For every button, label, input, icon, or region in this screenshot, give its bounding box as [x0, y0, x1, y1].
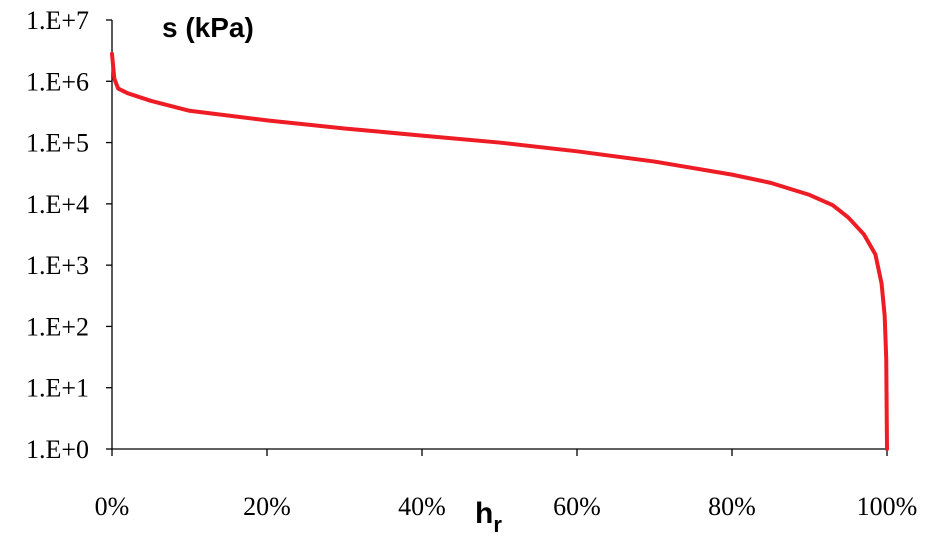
x-tick-label: 100% — [857, 492, 918, 521]
y-tick-label: 1.E+4 — [26, 190, 89, 219]
y-tick-label: 1.E+2 — [26, 312, 89, 341]
series-line — [110, 51, 889, 451]
y-tick-label: 1.E+1 — [26, 374, 89, 403]
x-axis-ticks: 0% 20% 40% 60% 80% 100% — [95, 449, 918, 521]
x-tick-label: 80% — [708, 492, 756, 521]
x-tick-label: 20% — [243, 492, 291, 521]
series-line-shadow — [111, 53, 888, 450]
x-axis-title-subscript: r — [493, 512, 502, 537]
y-tick-label: 1.E+0 — [26, 435, 89, 464]
x-tick-label: 40% — [398, 492, 446, 521]
y-tick-label: 1.E+7 — [26, 6, 89, 35]
y-axis-title: s (kPa) — [162, 12, 254, 43]
axes — [111, 20, 887, 450]
x-axis-title-main: h — [475, 497, 493, 530]
y-tick-label: 1.E+3 — [26, 251, 89, 280]
y-tick-label: 1.E+5 — [26, 129, 89, 158]
y-axis-ticks: 1.E+0 1.E+1 1.E+2 1.E+3 1.E+4 1.E+5 1.E+6 1.E+7 — [26, 6, 112, 464]
y-tick-label: 1.E+6 — [26, 67, 89, 96]
series-group — [110, 51, 889, 451]
x-tick-label: 60% — [553, 492, 601, 521]
x-tick-label: 0% — [95, 492, 130, 521]
x-axis-title: hr — [475, 497, 502, 537]
